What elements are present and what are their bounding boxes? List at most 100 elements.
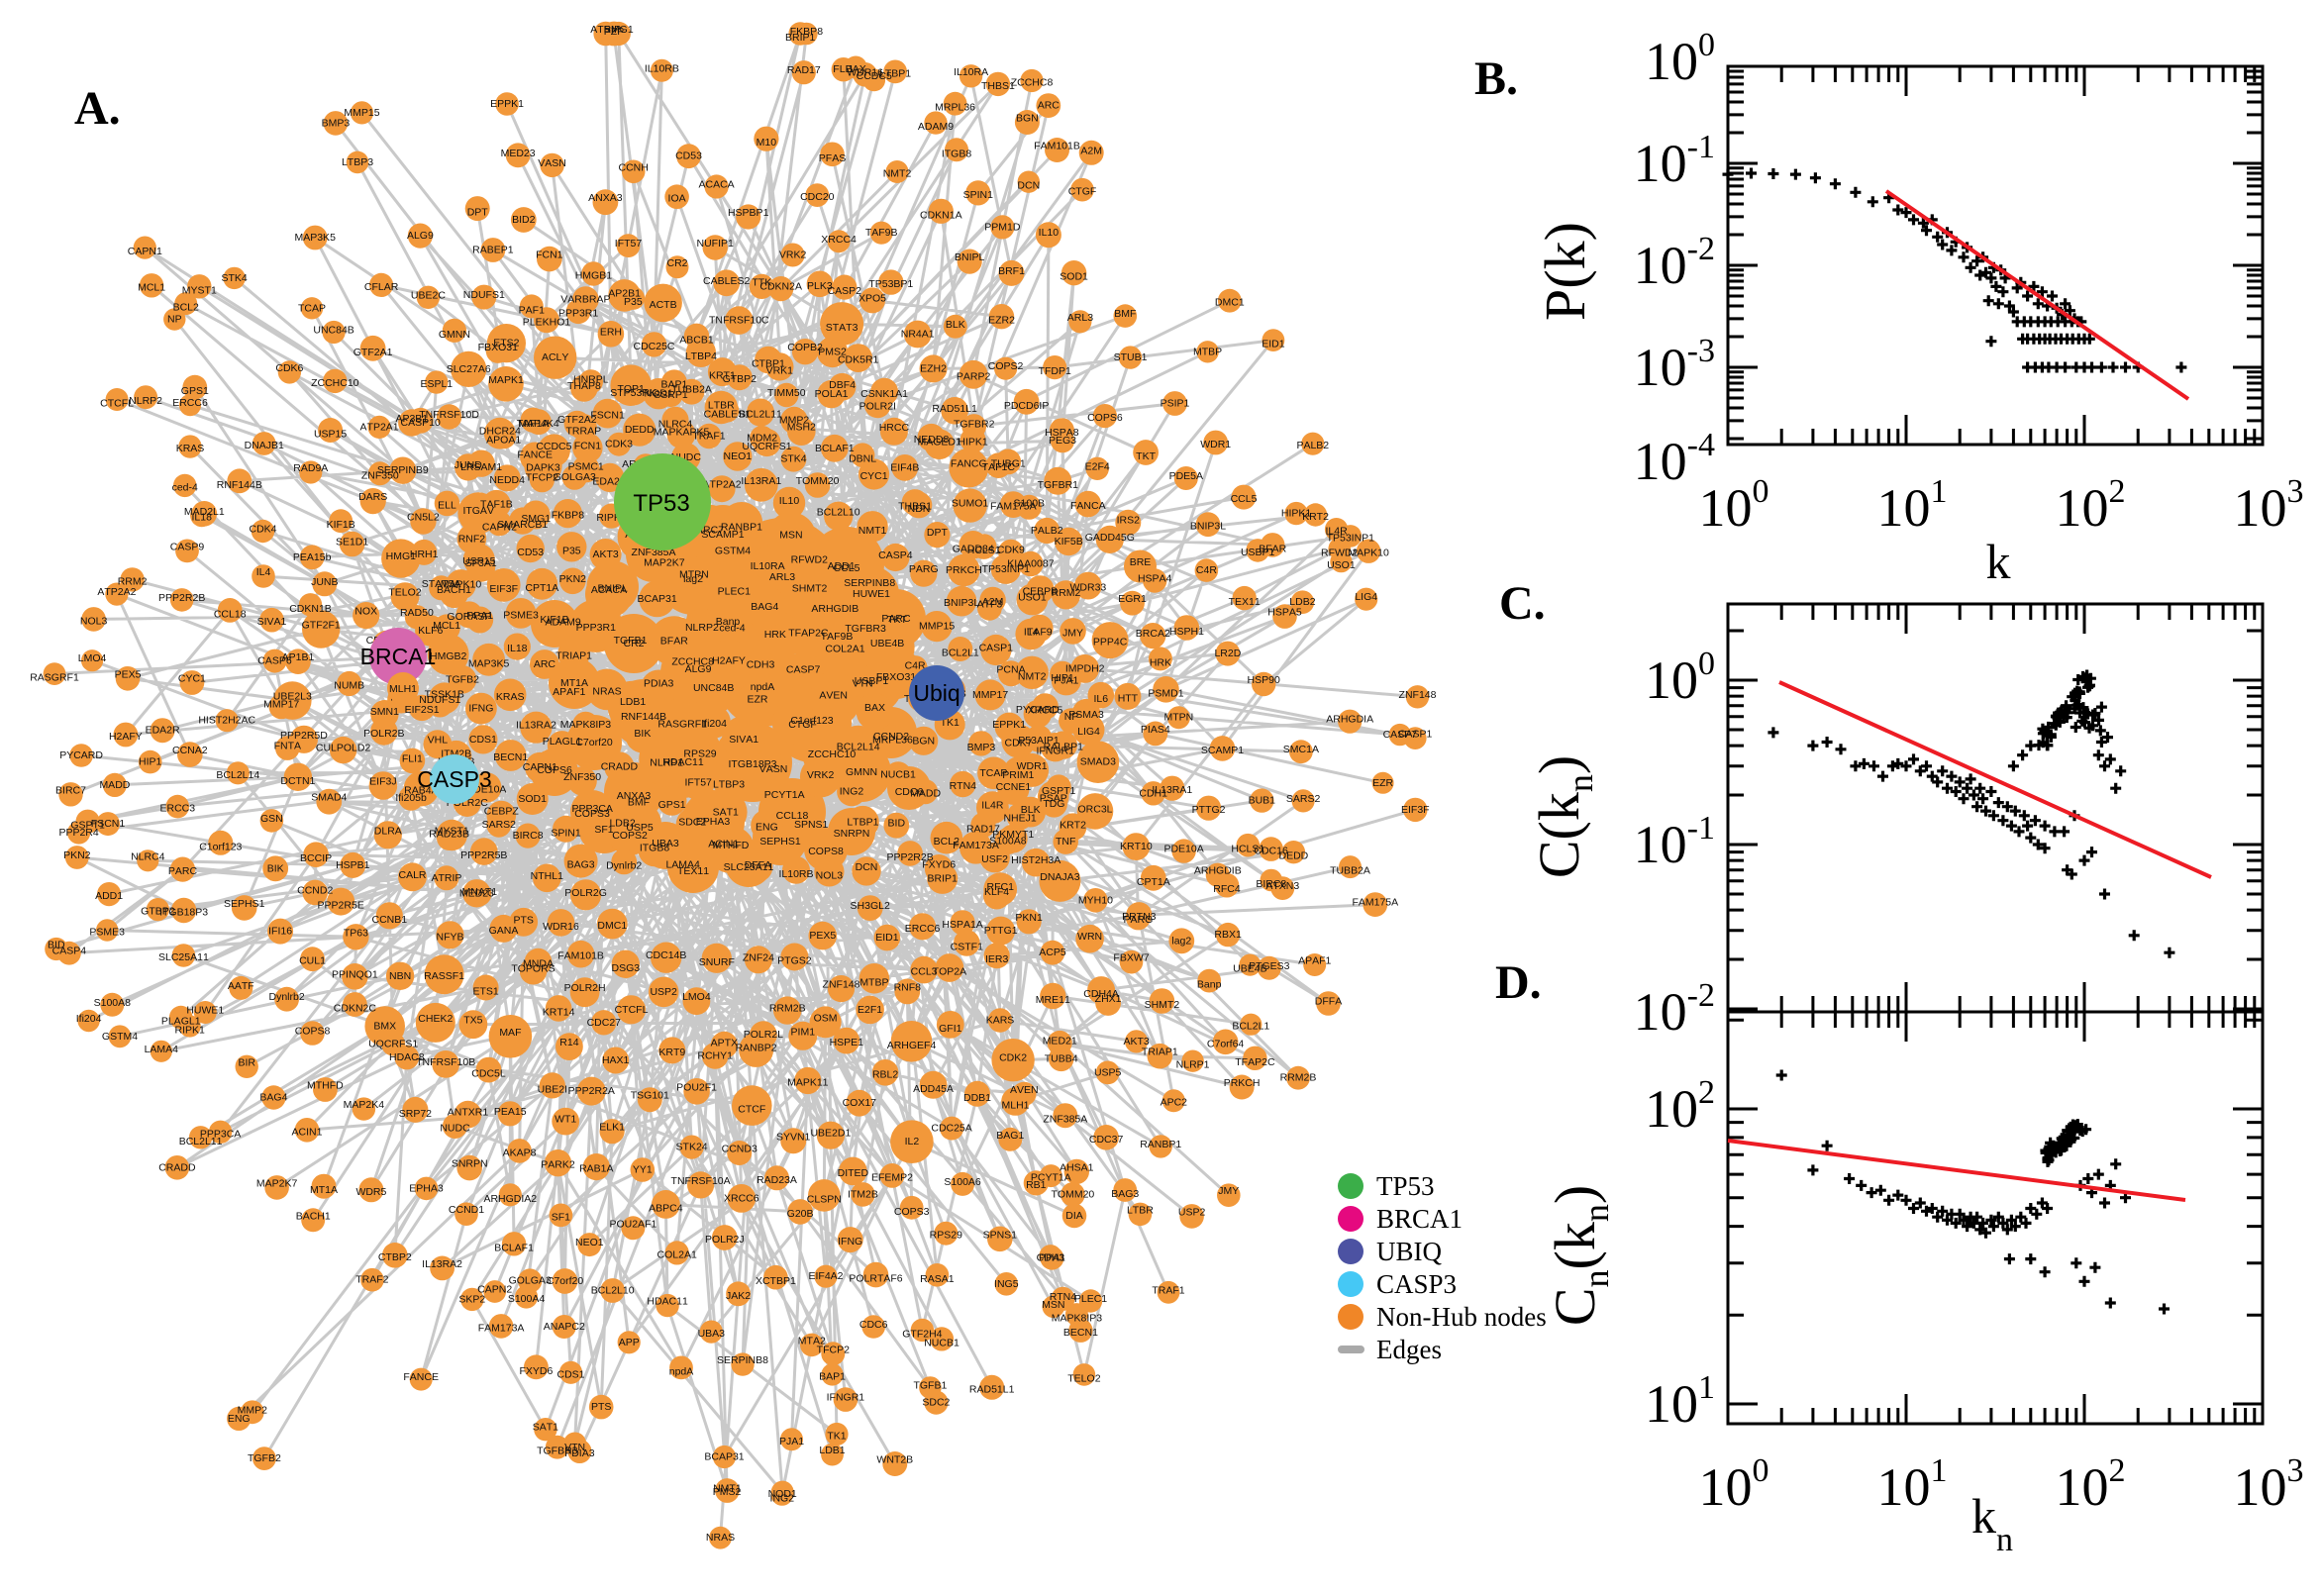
svg-text:DCTN1: DCTN1 bbox=[280, 775, 315, 787]
svg-text:EIF3F: EIF3F bbox=[1401, 804, 1430, 816]
svg-text:CDC16: CDC16 bbox=[1254, 846, 1288, 857]
svg-text:POLR2J: POLR2J bbox=[705, 1234, 745, 1246]
svg-text:TELO2: TELO2 bbox=[388, 587, 421, 599]
svg-text:TP63: TP63 bbox=[344, 927, 368, 939]
svg-text:CAPN2: CAPN2 bbox=[482, 522, 517, 534]
svg-text:HSPB1: HSPB1 bbox=[336, 859, 370, 871]
svg-text:BLK: BLK bbox=[946, 319, 965, 331]
svg-text:CDC14B: CDC14B bbox=[646, 949, 686, 961]
svg-text:R14: R14 bbox=[559, 1037, 578, 1048]
svg-text:RNF2: RNF2 bbox=[458, 533, 486, 545]
svg-text:ADD1: ADD1 bbox=[95, 890, 123, 902]
svg-text:PPM1D: PPM1D bbox=[984, 221, 1021, 233]
svg-text:MADD: MADD bbox=[910, 788, 941, 800]
svg-text:HDAC8: HDAC8 bbox=[389, 1051, 425, 1063]
svg-text:MADD: MADD bbox=[99, 779, 130, 791]
svg-text:AP1B1: AP1B1 bbox=[282, 651, 315, 663]
svg-text:HCLS1: HCLS1 bbox=[1231, 844, 1264, 855]
svg-text:CDH3: CDH3 bbox=[747, 659, 775, 671]
svg-text:COPS2: COPS2 bbox=[988, 360, 1024, 372]
svg-text:XRCC5: XRCC5 bbox=[1028, 705, 1063, 717]
svg-text:COPS3: COPS3 bbox=[894, 1206, 930, 1218]
svg-text:NUDC: NUDC bbox=[440, 1122, 470, 1134]
svg-text:HRCC: HRCC bbox=[879, 422, 910, 434]
svg-text:GSPT1: GSPT1 bbox=[1042, 785, 1076, 797]
svg-text:PLEC1: PLEC1 bbox=[718, 585, 751, 597]
svg-text:NOL3: NOL3 bbox=[80, 615, 108, 627]
svg-text:DHCR24: DHCR24 bbox=[479, 426, 521, 438]
svg-text:ERH: ERH bbox=[600, 326, 622, 338]
svg-text:ENG: ENG bbox=[756, 822, 778, 834]
svg-text:POLR2L: POLR2L bbox=[744, 1029, 783, 1041]
svg-text:CASP10: CASP10 bbox=[401, 417, 441, 429]
svg-text:HSP90: HSP90 bbox=[1248, 674, 1280, 686]
svg-text:GMNN: GMNN bbox=[846, 766, 877, 778]
svg-text:PZP: PZP bbox=[604, 26, 624, 38]
svg-text:MTPN: MTPN bbox=[679, 569, 709, 581]
svg-text:PIAS4: PIAS4 bbox=[1141, 724, 1170, 736]
svg-text:ADAM9: ADAM9 bbox=[546, 616, 581, 628]
svg-text:TRIAP1: TRIAP1 bbox=[1142, 1047, 1178, 1058]
svg-text:BIR: BIR bbox=[238, 1056, 255, 1068]
svg-text:FAM175A: FAM175A bbox=[990, 501, 1037, 513]
svg-text:DARS: DARS bbox=[358, 491, 387, 503]
svg-text:MMP2: MMP2 bbox=[779, 415, 809, 427]
svg-text:VASN: VASN bbox=[538, 157, 566, 169]
svg-text:ENG: ENG bbox=[228, 1413, 251, 1425]
svg-text:CASP7: CASP7 bbox=[786, 663, 821, 675]
svg-text:CDK7: CDK7 bbox=[1004, 738, 1032, 749]
svg-text:lag2: lag2 bbox=[683, 573, 703, 585]
svg-text:BCL2: BCL2 bbox=[173, 302, 199, 314]
svg-text:SUMO1: SUMO1 bbox=[952, 498, 989, 510]
svg-text:CULPOLD2: CULPOLD2 bbox=[316, 743, 371, 754]
svg-text:BECN1: BECN1 bbox=[1063, 1327, 1098, 1339]
svg-text:CCNE1: CCNE1 bbox=[996, 781, 1032, 793]
svg-text:JUND: JUND bbox=[454, 459, 482, 471]
svg-text:CRADD: CRADD bbox=[601, 761, 639, 773]
svg-text:RIPK1: RIPK1 bbox=[175, 1025, 206, 1037]
svg-text:CASP3: CASP3 bbox=[417, 766, 491, 792]
svg-text:Dynlrb2: Dynlrb2 bbox=[269, 991, 305, 1003]
svg-text:CDK6: CDK6 bbox=[275, 362, 303, 374]
svg-text:RFWD2: RFWD2 bbox=[1321, 547, 1358, 558]
svg-text:PPP2R2B: PPP2R2B bbox=[886, 851, 933, 863]
svg-text:SNRPN: SNRPN bbox=[452, 1158, 488, 1170]
svg-text:WDR1: WDR1 bbox=[1200, 439, 1231, 450]
svg-text:MLH1: MLH1 bbox=[389, 683, 417, 695]
svg-text:IL13RA2: IL13RA2 bbox=[516, 720, 556, 732]
svg-text:FANCE: FANCE bbox=[517, 449, 553, 461]
svg-text:FBXO31: FBXO31 bbox=[478, 342, 518, 353]
svg-text:PPP2R2A: PPP2R2A bbox=[568, 1085, 615, 1097]
svg-text:GSTM4: GSTM4 bbox=[715, 546, 751, 557]
svg-text:RASA1: RASA1 bbox=[920, 1273, 955, 1285]
svg-text:HSPH1: HSPH1 bbox=[1169, 626, 1204, 638]
svg-text:CAPN1: CAPN1 bbox=[128, 246, 162, 257]
svg-text:SOD1: SOD1 bbox=[1060, 271, 1088, 283]
svg-text:ERCC6: ERCC6 bbox=[172, 397, 208, 409]
svg-text:CTGF: CTGF bbox=[1068, 186, 1097, 198]
svg-text:STK4: STK4 bbox=[221, 272, 247, 284]
svg-text:RRM2B: RRM2B bbox=[1280, 1072, 1317, 1084]
svg-text:STAT5A: STAT5A bbox=[422, 578, 461, 590]
svg-text:CDC5L: CDC5L bbox=[471, 1068, 506, 1080]
svg-text:npdA: npdA bbox=[751, 681, 775, 693]
svg-text:P35: P35 bbox=[624, 296, 643, 308]
svg-text:PTTG2: PTTG2 bbox=[1192, 804, 1226, 816]
svg-text:PLAGL1: PLAGL1 bbox=[543, 736, 582, 748]
svg-text:EIF3J: EIF3J bbox=[369, 776, 396, 788]
svg-text:IL4: IL4 bbox=[1024, 627, 1039, 639]
svg-text:BACH1: BACH1 bbox=[296, 1210, 331, 1222]
svg-text:ARHGDIA: ARHGDIA bbox=[1326, 714, 1373, 726]
svg-text:VHL: VHL bbox=[428, 735, 449, 747]
svg-text:C7orf20: C7orf20 bbox=[547, 1275, 584, 1287]
svg-text:H2AFY: H2AFY bbox=[712, 655, 746, 667]
svg-text:Ifi204: Ifi204 bbox=[701, 718, 727, 730]
svg-text:ETS1: ETS1 bbox=[472, 986, 498, 998]
svg-text:BFAR: BFAR bbox=[660, 635, 688, 647]
svg-text:IMPDH2: IMPDH2 bbox=[1065, 662, 1105, 674]
svg-text:TNFRSF10C: TNFRSF10C bbox=[709, 315, 769, 327]
svg-text:HSPA1A: HSPA1A bbox=[942, 919, 982, 931]
svg-text:USP5: USP5 bbox=[626, 822, 654, 834]
svg-text:ITM2B: ITM2B bbox=[848, 1188, 878, 1200]
svg-text:CABLES2: CABLES2 bbox=[703, 275, 750, 287]
